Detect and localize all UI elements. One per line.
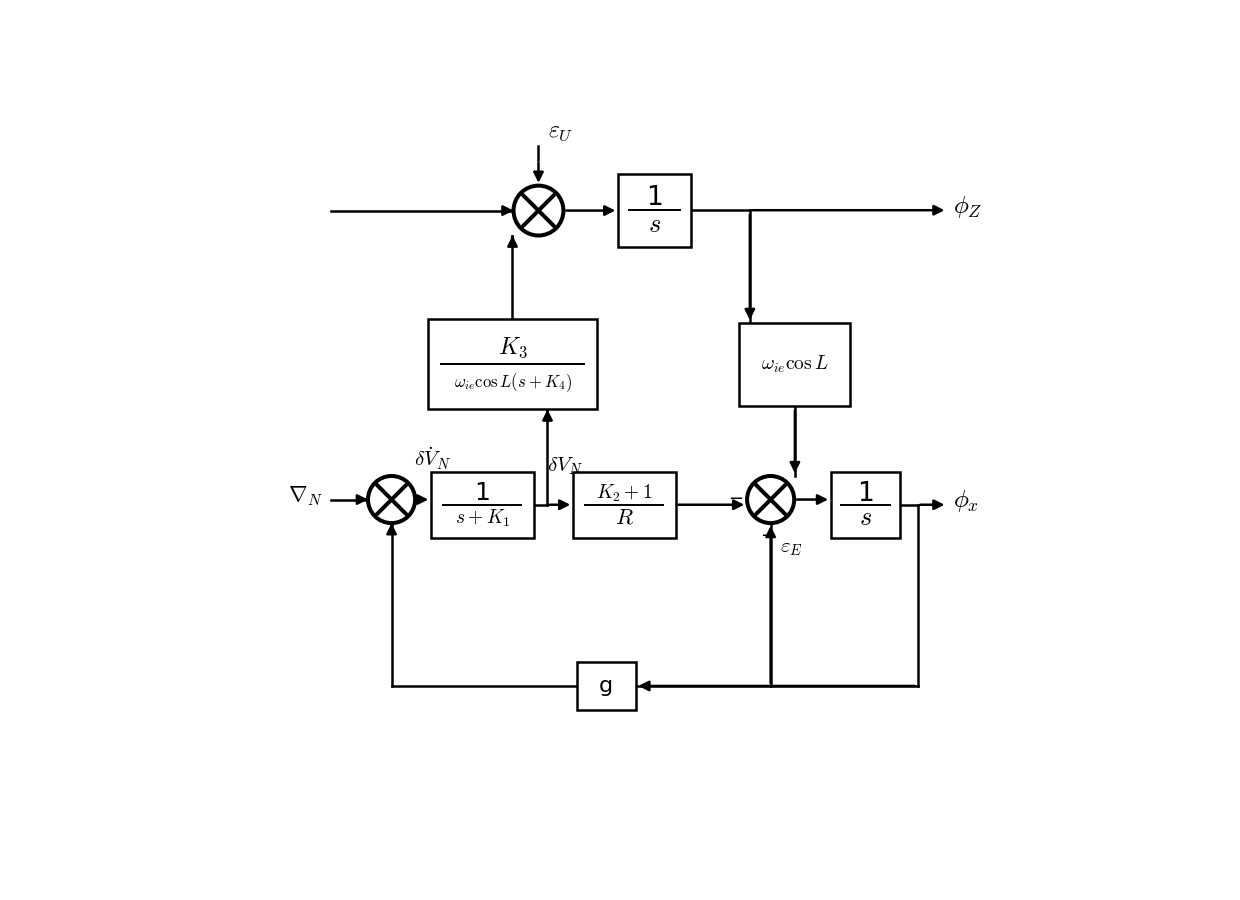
Text: $\varepsilon_U$: $\varepsilon_U$ — [548, 119, 574, 142]
Text: $R$: $R$ — [615, 508, 634, 528]
Text: $\phi_Z$: $\phi_Z$ — [952, 194, 982, 220]
Bar — [432, 472, 533, 537]
Text: g: g — [599, 676, 613, 696]
Text: $-$: $-$ — [760, 526, 775, 544]
Text: $\phi_x$: $\phi_x$ — [952, 489, 978, 514]
Text: $-$: $-$ — [728, 488, 744, 506]
Bar — [739, 323, 851, 406]
Bar — [428, 320, 598, 410]
Text: $\nabla_N$: $\nabla_N$ — [289, 484, 324, 508]
Text: $\omega_{ie}\cos L(s+K_4)$: $\omega_{ie}\cos L(s+K_4)$ — [454, 371, 572, 394]
Text: $\varepsilon_E$: $\varepsilon_E$ — [780, 538, 804, 558]
Bar — [577, 662, 636, 709]
Text: 1: 1 — [646, 184, 663, 211]
Text: $\delta V_N$: $\delta V_N$ — [547, 455, 583, 477]
Text: $s$: $s$ — [859, 505, 872, 531]
Text: $K_2+1$: $K_2+1$ — [596, 482, 652, 503]
Text: 1: 1 — [475, 481, 490, 505]
Text: $s+K_1$: $s+K_1$ — [455, 508, 510, 528]
Text: $s$: $s$ — [649, 212, 661, 238]
Bar — [619, 174, 691, 247]
Text: 1: 1 — [857, 481, 874, 507]
Circle shape — [368, 476, 415, 523]
Text: $K_3$: $K_3$ — [497, 336, 527, 360]
Bar — [573, 472, 676, 537]
Circle shape — [513, 185, 563, 236]
Bar — [831, 472, 900, 537]
Circle shape — [746, 476, 794, 523]
Text: $\omega_{ie}\cos L$: $\omega_{ie}\cos L$ — [761, 354, 828, 375]
Text: $\delta\dot{V}_N$: $\delta\dot{V}_N$ — [414, 446, 451, 472]
